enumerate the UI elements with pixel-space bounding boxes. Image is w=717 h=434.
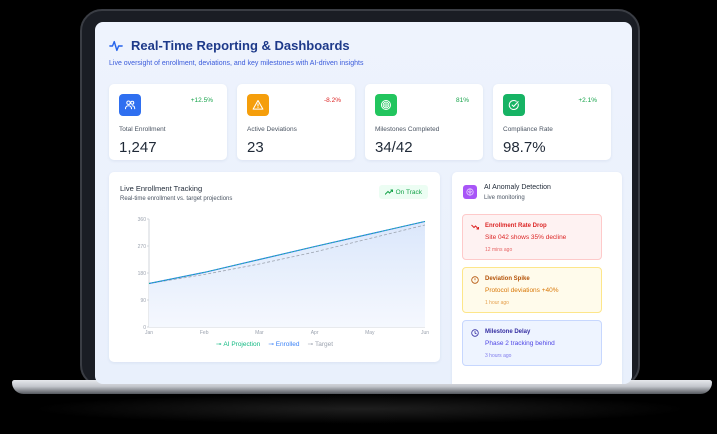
- alert-time: 1 hour ago: [485, 300, 509, 306]
- y-axis: 0 90 180 270 360: [138, 217, 149, 331]
- alert-title: Enrollment Rate Drop: [485, 223, 547, 229]
- kpi-label: Total Enrollment: [119, 126, 166, 133]
- x-axis: Jan Feb Mar Apr May Jun: [145, 330, 429, 336]
- alert-time: 12 mins ago: [485, 247, 513, 253]
- kpi-value: 34/42: [375, 139, 413, 156]
- alert-milestone-delay[interactable]: Milestone Delay Phase 2 tracking behind …: [462, 320, 602, 366]
- kpi-card-compliance-rate[interactable]: +2.1% Compliance Rate 98.7%: [493, 84, 611, 160]
- check-circle-icon: [503, 94, 525, 116]
- kpi-card-total-enrollment[interactable]: +12.5% Total Enrollment 1,247: [109, 84, 227, 160]
- kpi-change: +12.5%: [190, 97, 213, 104]
- page-subtitle: Live oversight of enrollment, deviations…: [109, 60, 364, 67]
- kpi-label: Milestones Completed: [375, 126, 440, 133]
- kpi-change: +2.1%: [578, 97, 597, 104]
- alert-title: Milestone Delay: [485, 329, 531, 335]
- status-badge: On Track: [378, 185, 428, 199]
- kpi-change: -8.2%: [324, 97, 341, 104]
- page-title: Real-Time Reporting & Dashboards: [131, 38, 350, 53]
- svg-text:360: 360: [138, 217, 147, 223]
- target-line: [148, 224, 426, 284]
- enrolled-area: [149, 221, 425, 327]
- kpi-card-milestones-completed[interactable]: 81% Milestones Completed 34/42: [365, 84, 483, 160]
- kpi-value: 23: [247, 139, 264, 156]
- svg-text:May: May: [365, 330, 375, 336]
- laptop-shadow: [30, 394, 690, 424]
- kpi-value: 98.7%: [503, 139, 546, 156]
- kpi-row: +12.5% Total Enrollment 1,247 -8.2% Acti…: [109, 84, 611, 160]
- alert-time: 3 hours ago: [485, 353, 512, 359]
- svg-text:0: 0: [143, 325, 146, 331]
- panel-subtitle: Live monitoring: [484, 195, 525, 201]
- ai-projection-line: [148, 221, 426, 284]
- svg-text:Mar: Mar: [255, 330, 264, 336]
- ai-brain-icon: [463, 185, 477, 199]
- target-icon: [375, 94, 397, 116]
- users-icon: [119, 94, 141, 116]
- chart-subtitle: Real-time enrollment vs. target projecti…: [120, 196, 233, 202]
- panel-title: AI Anomaly Detection: [484, 184, 551, 191]
- kpi-change: 81%: [455, 97, 469, 104]
- activity-pulse-icon: [109, 40, 123, 51]
- legend-ai-projection[interactable]: ⊸ AI Projection: [215, 340, 261, 349]
- svg-text:Jan: Jan: [145, 330, 153, 336]
- kpi-value: 1,247: [119, 139, 157, 156]
- svg-text:Jun: Jun: [421, 330, 429, 336]
- status-badge-label: On Track: [395, 188, 422, 196]
- trending-down-icon: [471, 224, 479, 230]
- warning-triangle-icon: [247, 94, 269, 116]
- legend-target[interactable]: ⊸ Target: [307, 340, 334, 349]
- svg-text:Apr: Apr: [311, 330, 319, 336]
- kpi-label: Active Deviations: [247, 126, 297, 133]
- anomaly-detection-panel: AI Anomaly Detection Live monitoring Enr…: [452, 172, 622, 384]
- alert-circle-icon: [471, 276, 479, 284]
- chart-legend: ⊸ AI Projection ⊸ Enrolled ⊸ Target: [109, 340, 440, 349]
- chart-title: Live Enrollment Tracking: [120, 184, 203, 193]
- dashboard-screen: Real-Time Reporting & Dashboards Live ov…: [95, 22, 632, 384]
- kpi-card-active-deviations[interactable]: -8.2% Active Deviations 23: [237, 84, 355, 160]
- enrollment-line-chart[interactable]: 0 90 180 270 360 Jan Feb Mar Apr May Jun: [109, 212, 440, 337]
- svg-text:Feb: Feb: [200, 330, 209, 336]
- alert-desc: Protocol deviations +40%: [485, 287, 559, 294]
- svg-text:180: 180: [138, 271, 147, 277]
- page-header: Real-Time Reporting & Dashboards Live ov…: [109, 38, 363, 67]
- trending-up-icon: [384, 189, 393, 195]
- enrollment-chart-card: Live Enrollment Tracking Real-time enrol…: [109, 172, 440, 362]
- svg-text:270: 270: [138, 244, 147, 250]
- legend-enrolled[interactable]: ⊸ Enrolled: [268, 340, 300, 349]
- alert-desc: Site 042 shows 35% decline: [485, 234, 567, 241]
- alert-desc: Phase 2 tracking behind: [485, 340, 555, 347]
- clock-icon: [471, 329, 479, 337]
- alert-deviation-spike[interactable]: Deviation Spike Protocol deviations +40%…: [462, 267, 602, 313]
- alert-enrollment-rate-drop[interactable]: Enrollment Rate Drop Site 042 shows 35% …: [462, 214, 602, 260]
- svg-text:90: 90: [140, 298, 146, 304]
- alert-title: Deviation Spike: [485, 276, 530, 282]
- kpi-label: Compliance Rate: [503, 126, 553, 133]
